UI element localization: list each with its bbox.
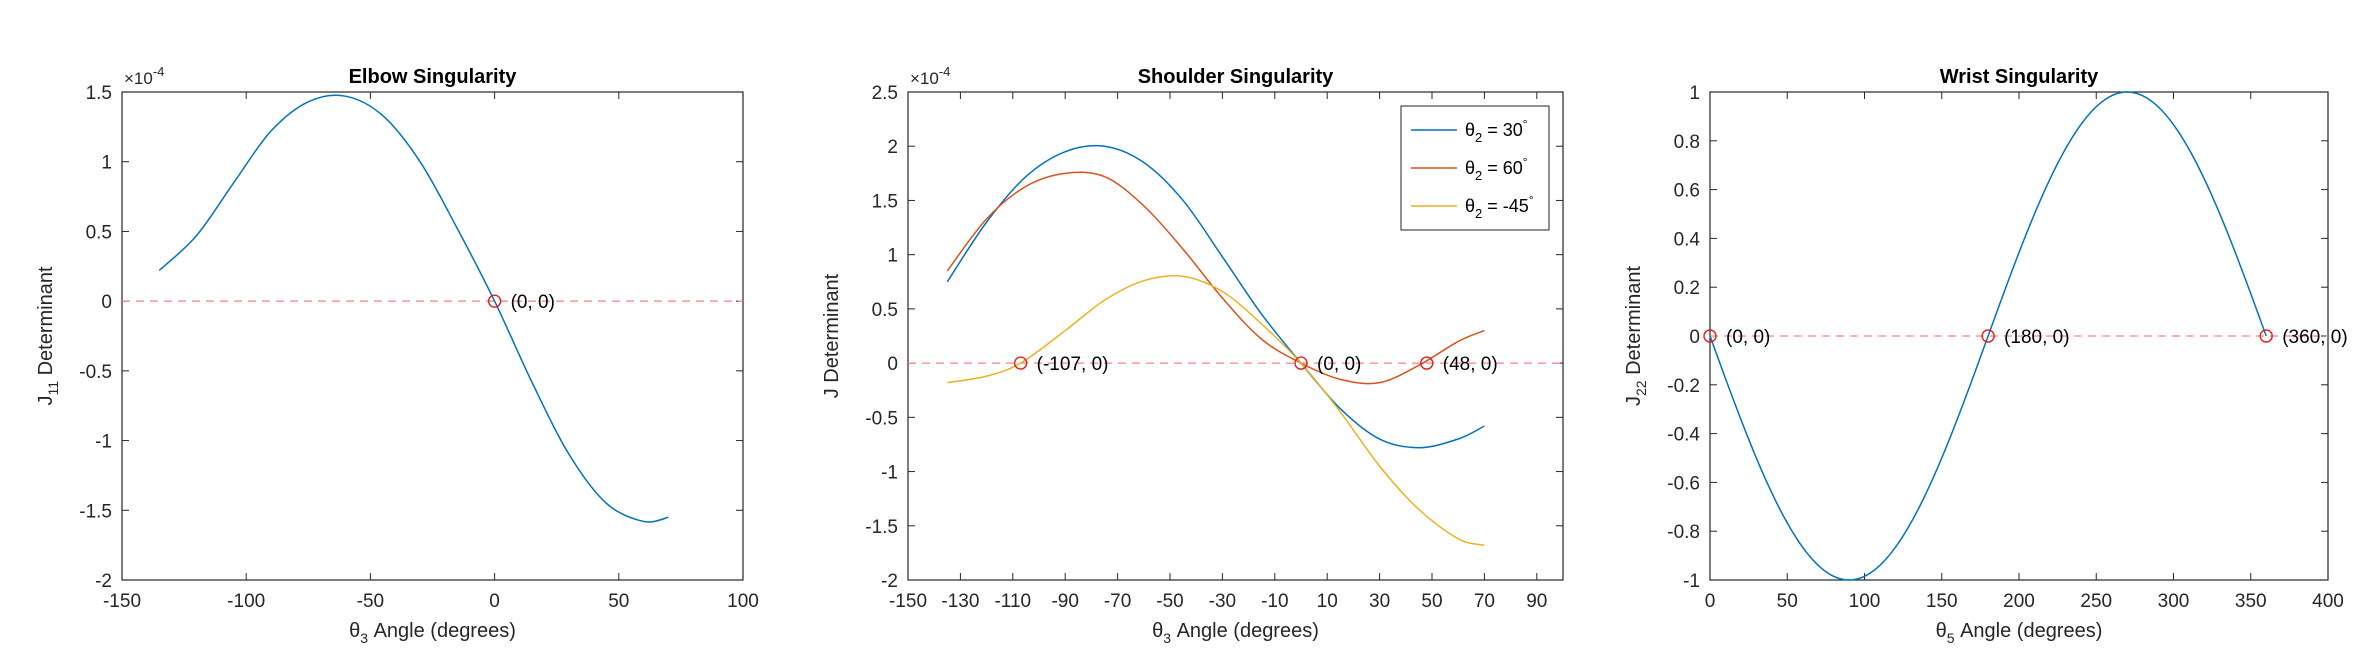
x-tick-label: 30 bbox=[1369, 591, 1390, 612]
singularity-marker bbox=[1981, 329, 1995, 343]
x-tick-label: 0 bbox=[1705, 591, 1716, 612]
x-tick-label: 90 bbox=[1526, 591, 1547, 612]
singularity-marker bbox=[1013, 356, 1028, 370]
legend: θ2 = 30° θ2 = 60° θ2 = -45° bbox=[1400, 105, 1550, 231]
y-axis-label: J11 Determinant bbox=[35, 266, 61, 405]
x-tick-label: 50 bbox=[608, 591, 629, 612]
y-tick-label: 0 bbox=[887, 354, 898, 375]
x-tick-label: 70 bbox=[1474, 591, 1495, 612]
x-tick-label: 300 bbox=[2158, 591, 2190, 612]
singularity-annotation: (-107, 0) bbox=[1037, 354, 1109, 375]
y-axis-label: J Determinant bbox=[821, 273, 843, 398]
y-tick-label: 0.5 bbox=[86, 222, 112, 243]
x-tick-label: 0 bbox=[489, 591, 500, 612]
y-tick-label: 0 bbox=[1689, 327, 1700, 348]
y-tick-label: -0.6 bbox=[1667, 473, 1700, 494]
singularity-marker bbox=[487, 294, 502, 308]
y-tick-label: -0.2 bbox=[1667, 376, 1700, 397]
legend-entry: θ2 = 30° bbox=[1465, 117, 1528, 145]
x-tick-label: 100 bbox=[727, 591, 759, 612]
y-tick-label: -1.5 bbox=[865, 517, 898, 538]
y-tick-label: 1.5 bbox=[872, 191, 898, 212]
y-tick-label: 0.2 bbox=[1674, 278, 1700, 299]
y-tick-label: -1 bbox=[881, 463, 898, 484]
x-tick-label: -110 bbox=[994, 591, 1031, 612]
chart-panel-3: 0 50 100 150 200 250 300 350 400 -1 -0.8 -0.6 -0.4 -0… bbox=[1623, 66, 2348, 646]
y-tick-label: 1 bbox=[887, 246, 898, 267]
y-tick-label: -2 bbox=[95, 571, 112, 592]
x-tick-label: -70 bbox=[1104, 591, 1131, 612]
singularity-annotation: (360, 0) bbox=[2282, 327, 2347, 348]
y-tick-label: -2 bbox=[881, 571, 898, 592]
y-tick-label: -0.5 bbox=[865, 408, 898, 429]
x-tick-label: 100 bbox=[1849, 591, 1881, 612]
x-tick-label: 50 bbox=[1777, 591, 1798, 612]
x-tick-label: -50 bbox=[357, 591, 384, 612]
x-axis-label: θ3 Angle (degrees) bbox=[1152, 620, 1319, 646]
singularity-annotation: (48, 0) bbox=[1443, 354, 1498, 375]
x-tick-label: 400 bbox=[2312, 591, 2344, 612]
chart-title: Wrist Singularity bbox=[1940, 66, 2099, 88]
x-tick-label: -130 bbox=[941, 591, 979, 612]
series-line-3 bbox=[947, 274, 1485, 547]
axes-box bbox=[121, 91, 744, 581]
y-tick-label: 0.6 bbox=[1674, 181, 1700, 202]
y-tick-label: 0.4 bbox=[1674, 229, 1701, 250]
chart-panel-1: -150 -100 -50 0 50 100 -2 -1.5 -1 -0.5 0 0.5 1 1.5 ×10… bbox=[35, 64, 759, 646]
y-tick-label: 2.5 bbox=[872, 83, 898, 104]
x-axis-label: θ5 Angle (degrees) bbox=[1936, 620, 2103, 646]
x-tick-label: -100 bbox=[227, 591, 265, 612]
x-tick-label: 10 bbox=[1317, 591, 1338, 612]
y-tick-label: -0.8 bbox=[1667, 522, 1700, 543]
x-tick-label: 150 bbox=[1926, 591, 1958, 612]
y-tick-label: -1 bbox=[1683, 571, 1700, 592]
singularity-marker bbox=[2259, 329, 2273, 343]
singularity-annotation: (0, 0) bbox=[511, 292, 555, 313]
legend-entry: θ2 = -45° bbox=[1465, 193, 1534, 221]
y-tick-label: 2 bbox=[887, 137, 898, 158]
y-tick-label: -0.5 bbox=[79, 362, 112, 383]
x-axis-label: θ3 Angle (degrees) bbox=[349, 620, 516, 646]
singularity-annotation: (0, 0) bbox=[1317, 354, 1361, 375]
x-tick-label: -150 bbox=[103, 591, 141, 612]
singularity-marker bbox=[1420, 356, 1434, 370]
chart-panel-2: -150 -130 -110 -90 -70 -50 -30 -10 10 30 50 70 90-2-… bbox=[821, 64, 1564, 646]
axis-exponent-label: ×10-4 bbox=[910, 64, 950, 88]
series-line-1 bbox=[158, 94, 669, 523]
x-tick-label: 350 bbox=[2235, 591, 2267, 612]
y-tick-label: 0.8 bbox=[1674, 132, 1700, 153]
y-tick-label: 1 bbox=[1689, 83, 1700, 104]
x-tick-label: -150 bbox=[889, 591, 927, 612]
singularity-marker bbox=[1703, 329, 1717, 343]
y-tick-label: 0 bbox=[101, 292, 112, 313]
chart-title: Elbow Singularity bbox=[349, 66, 518, 88]
y-tick-label: 1.5 bbox=[86, 83, 112, 104]
x-tick-label: -30 bbox=[1209, 591, 1236, 612]
y-tick-label: -1.5 bbox=[79, 501, 112, 522]
series-line-1 bbox=[946, 144, 1485, 449]
x-tick-label: 50 bbox=[1421, 591, 1442, 612]
axis-exponent-label: ×10-4 bbox=[124, 64, 164, 88]
x-tick-label: -90 bbox=[1051, 591, 1078, 612]
y-tick-label: -1 bbox=[95, 432, 112, 453]
legend-entry: θ2 = 60° bbox=[1465, 155, 1528, 183]
y-tick-label: 0.5 bbox=[872, 300, 898, 321]
x-tick-label: 250 bbox=[2080, 591, 2112, 612]
chart-title: Shoulder Singularity bbox=[1138, 66, 1334, 88]
singularity-annotation: (0, 0) bbox=[1726, 327, 1770, 348]
singularity-annotation: (180, 0) bbox=[2004, 327, 2069, 348]
y-tick-label: -0.4 bbox=[1667, 425, 1700, 446]
series-line-1 bbox=[1709, 91, 2267, 581]
y-axis-label: J22 Determinant bbox=[1623, 266, 1649, 407]
x-tick-label: -10 bbox=[1261, 591, 1288, 612]
x-tick-label: 200 bbox=[2003, 591, 2035, 612]
y-tick-label: 1 bbox=[101, 153, 112, 174]
series-line-2 bbox=[946, 171, 1485, 385]
singularity-marker bbox=[1294, 356, 1308, 370]
x-tick-label: -50 bbox=[1156, 591, 1183, 612]
